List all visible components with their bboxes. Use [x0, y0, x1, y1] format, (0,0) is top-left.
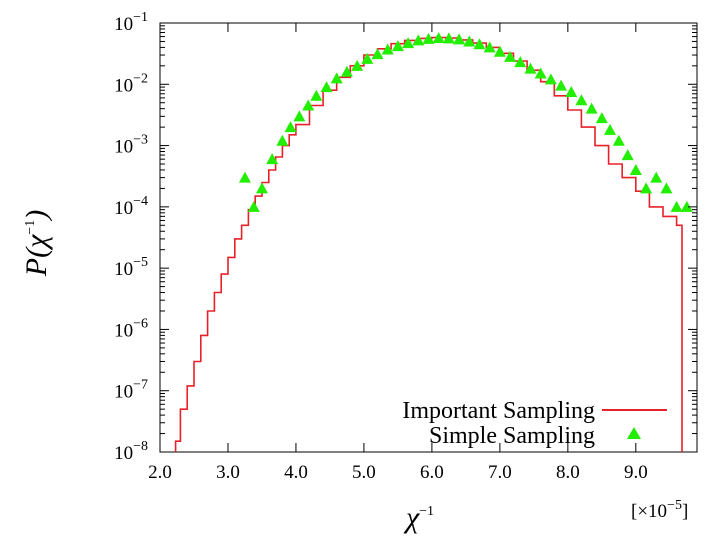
simple-sampling-point: [565, 85, 578, 97]
y-tick-label: 10−5: [114, 255, 148, 280]
y-tick-label: 10−3: [114, 133, 148, 158]
y-tick-label: 10−2: [114, 71, 148, 96]
y-tick-base: 10: [114, 75, 133, 96]
x-tick-label: 6.0: [420, 462, 444, 483]
simple-sampling-point: [302, 99, 315, 111]
y-tick-exponent: −6: [133, 316, 148, 331]
legend: Important Sampling Simple Sampling: [402, 398, 667, 449]
simple-sampling-point: [575, 94, 588, 106]
y-tick-label: 10−8: [114, 439, 148, 464]
simple-sampling-point: [640, 182, 653, 194]
plot-frame-group: [159, 22, 698, 453]
simple-sampling-point: [555, 79, 568, 91]
x-tick-label: 3.0: [216, 462, 240, 483]
tick-group: 10−810−710−610−510−410−310−210−12.0 3.0 4.…: [114, 10, 697, 483]
y-tick-base: 10: [114, 382, 133, 403]
x-tick-label: 9.0: [624, 462, 648, 483]
simple-sampling-point: [463, 35, 476, 47]
x-tick-label: 4.0: [284, 462, 308, 483]
y-tick-exponent: −7: [133, 378, 148, 393]
simple-sampling-point: [255, 182, 268, 194]
simple-sampling-point: [310, 89, 323, 101]
simple-sampling-point: [330, 72, 343, 84]
y-tick-label: 10−6: [114, 316, 148, 341]
simple-sampling-point: [504, 50, 517, 62]
simple-sampling-point: [524, 62, 537, 74]
x-tick-label: 7.0: [488, 462, 512, 483]
important-sampling-line: [174, 36, 683, 452]
simple-sampling-point: [453, 33, 466, 45]
simple-sampling-point: [483, 41, 496, 53]
simple-sampling-point: [442, 32, 455, 44]
y-tick-base: 10: [114, 259, 133, 280]
simple-sampling-point: [266, 153, 279, 165]
simple-sampling-point: [284, 121, 297, 133]
simple-sampling-point: [320, 81, 333, 93]
y-axis-label: P(χ−1): [20, 210, 53, 277]
simple-sampling-point: [621, 149, 634, 161]
simple-sampling-point: [629, 163, 642, 175]
y-tick-base: 10: [114, 320, 133, 341]
simple-sampling-point: [371, 48, 384, 60]
simple-sampling-point: [402, 37, 415, 49]
y-tick-exponent: −5: [133, 255, 148, 270]
y-tick-label: 10−4: [114, 194, 148, 219]
y-tick-exponent: −8: [133, 439, 148, 454]
y-tick-base: 10: [114, 198, 133, 219]
legend-label-simple-sampling: Simple Sampling: [429, 423, 595, 449]
plot-border: [159, 22, 698, 453]
y-tick-label: 10−1: [114, 10, 148, 35]
x-tick-label: 5.0: [352, 462, 376, 483]
simple-sampling-point: [293, 110, 306, 122]
simple-sampling-point: [422, 32, 435, 44]
y-tick-base: 10: [114, 443, 133, 464]
simple-sampling-point: [276, 134, 289, 146]
simple-sampling-point: [603, 123, 616, 135]
simple-sampling-point: [650, 171, 663, 183]
y-tick-exponent: −3: [133, 133, 148, 148]
legend-swatch-simple-sampling: [627, 427, 641, 439]
simple-sampling-point: [391, 40, 404, 52]
simple-sampling-point: [247, 200, 260, 212]
simple-sampling-point: [585, 102, 598, 114]
y-tick-base: 10: [114, 137, 133, 158]
simple-sampling-point: [361, 52, 374, 64]
simple-sampling-point: [473, 38, 486, 50]
series-group: [174, 31, 693, 452]
simple-sampling-point: [340, 65, 353, 77]
y-tick-base: 10: [114, 14, 133, 35]
x-axis-label: χ−1: [403, 501, 434, 534]
y-tick-exponent: −1: [133, 10, 148, 25]
simple-sampling-point: [493, 45, 506, 57]
y-tick-exponent: −2: [133, 71, 148, 86]
simple-sampling-point: [534, 67, 547, 79]
y-tick-label: 10−7: [114, 378, 148, 403]
simple-sampling-point: [412, 34, 425, 46]
x-tick-label: 8.0: [556, 462, 580, 483]
simple-sampling-point: [680, 200, 693, 212]
x-scale-factor: [×10−5]: [631, 498, 688, 522]
simple-sampling-point: [660, 182, 673, 194]
simple-sampling-point: [612, 134, 625, 146]
x-tick-label: 2.0: [148, 462, 172, 483]
simple-sampling-point: [432, 31, 445, 43]
simple-sampling-point: [670, 200, 683, 212]
simple-sampling-point: [381, 43, 394, 55]
simple-sampling-point: [544, 73, 557, 85]
y-tick-exponent: −4: [133, 194, 148, 209]
simple-sampling-point: [595, 112, 608, 124]
simple-sampling-point: [351, 59, 364, 71]
simple-sampling-point: [514, 56, 527, 68]
legend-label-important-sampling: Important Sampling: [402, 398, 595, 424]
simple-sampling-point: [238, 171, 251, 183]
